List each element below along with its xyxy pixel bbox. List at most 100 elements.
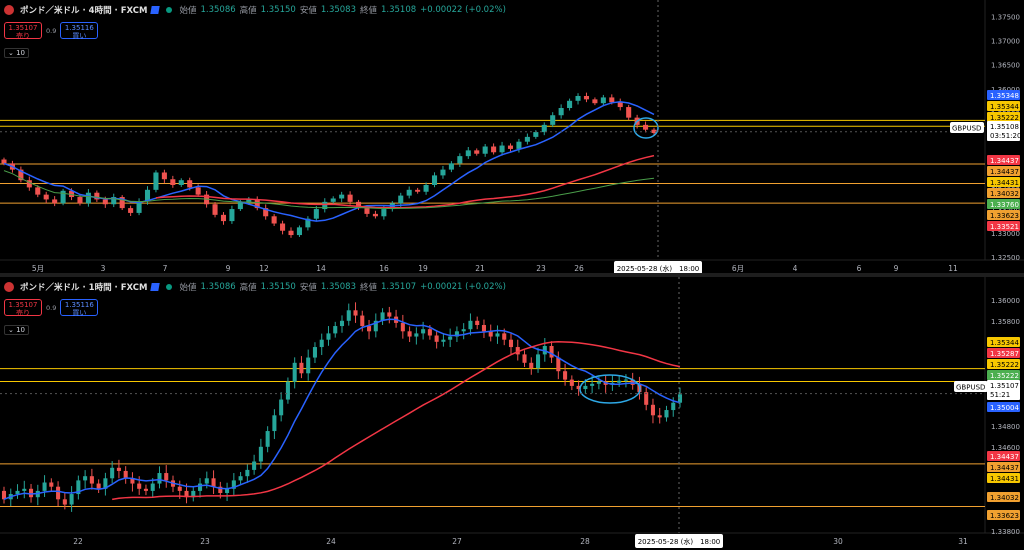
time-tick-label: 12 — [259, 264, 269, 273]
gbp-flag-icon — [4, 5, 14, 15]
price-tag-label: 1.34437 — [990, 168, 1019, 176]
candle-body — [258, 446, 263, 462]
candle-body — [623, 379, 628, 381]
price-tag — [987, 451, 1020, 461]
candle-body — [563, 371, 568, 380]
time-tick-label: 9 — [894, 264, 899, 273]
candle-body — [246, 199, 252, 202]
candle-body — [360, 315, 365, 327]
candle-body — [651, 129, 657, 134]
countdown-label: 51:21 — [990, 391, 1010, 399]
candle-body — [380, 312, 385, 321]
time-tick-label: 26 — [574, 264, 584, 273]
price-tag — [987, 359, 1020, 369]
sell-button[interactable]: 1.35107 売り — [4, 22, 42, 40]
candle-body — [52, 199, 58, 204]
price-tag-label: 1.35287 — [990, 350, 1019, 358]
price-tick-label: 1.37500 — [991, 14, 1020, 22]
sell-price: 1.35107 — [8, 301, 38, 309]
gbp-flag-icon — [4, 282, 14, 292]
candle-body — [110, 467, 115, 479]
time-tick-label: 6 — [857, 264, 862, 273]
candle-body — [184, 490, 189, 498]
candle-body — [415, 189, 421, 192]
volume-toggle[interactable]: ⌄ 10 — [4, 48, 30, 58]
crosshair-time-tag — [635, 534, 723, 548]
candle-body — [265, 431, 270, 447]
high-label: 高値 — [239, 6, 257, 16]
time-tick-label: 9 — [226, 264, 231, 273]
candle-body — [339, 320, 345, 327]
candle-body — [575, 95, 581, 101]
candle-body — [333, 326, 338, 334]
sell-label: 売り — [16, 309, 30, 317]
pane-divider[interactable] — [0, 273, 1024, 277]
candle-body — [143, 488, 148, 491]
chart-canvas-4h[interactable]: 1.375001.370001.365001.360001.355001.350… — [0, 0, 1024, 273]
price-tag-label: 1.34437 — [990, 453, 1019, 461]
price-tag-label: 1.35344 — [990, 103, 1019, 111]
close-label: 終値 — [359, 283, 377, 293]
symbol-badge-label: GBPUSD — [956, 384, 985, 392]
candle-body — [212, 204, 218, 215]
candle-body — [15, 490, 20, 495]
candle-body — [306, 357, 311, 374]
candle-body — [178, 180, 184, 186]
candle-body — [89, 476, 94, 484]
buy-button[interactable]: 1.35116 買い — [60, 299, 99, 317]
candle-body — [56, 486, 61, 500]
candle-body — [567, 100, 573, 109]
candle-body — [406, 189, 412, 196]
price-tag — [987, 370, 1020, 380]
candle-body — [381, 209, 387, 217]
candle-body — [367, 326, 372, 332]
candle-body — [218, 486, 223, 493]
chart-title[interactable]: ポンド／米ドル · 4時間 · FXCM — [20, 6, 148, 16]
chart-pane-1h[interactable]: 1.360001.358001.356001.354001.352001.350… — [0, 277, 1024, 550]
candle-body — [499, 145, 505, 153]
candle-body — [312, 347, 317, 358]
chart-title[interactable]: ポンド／米ドル · 1時間 · FXCM — [20, 283, 148, 293]
symbol-badge-label: GBPUSD — [952, 125, 981, 133]
candle-body — [119, 197, 125, 209]
price-tag-label: 1.35004 — [990, 404, 1019, 412]
volume-toggle[interactable]: ⌄ 10 — [4, 325, 30, 335]
trade-panel: 1.35107 売り 0.9 1.35116 買い — [4, 22, 99, 40]
candle-body — [195, 187, 201, 195]
time-tick-label: 16 — [379, 264, 389, 273]
price-tag-label: 1.33521 — [990, 223, 1019, 231]
price-tag — [987, 221, 1020, 231]
buy-button[interactable]: 1.35116 買い — [60, 22, 99, 40]
candle-body — [177, 486, 182, 491]
buy-price: 1.35116 — [64, 301, 94, 309]
price-tag — [987, 210, 1020, 220]
high-label: 高値 — [239, 283, 257, 293]
candle-body — [372, 213, 378, 217]
current-price-tag — [987, 121, 1020, 141]
price-tag — [987, 337, 1020, 347]
candle-body — [448, 163, 454, 170]
sell-button[interactable]: 1.35107 売り — [4, 299, 42, 317]
candle-body — [440, 169, 446, 176]
price-tag-label: 1.34437 — [990, 464, 1019, 472]
candle-body — [507, 145, 514, 149]
chart-canvas-1h[interactable]: 1.360001.358001.356001.354001.352001.350… — [0, 277, 1024, 550]
candle-body — [454, 331, 459, 337]
price-tag-label: 1.35222 — [990, 114, 1019, 122]
candle-body — [414, 333, 419, 337]
chart-pane-4h[interactable]: 1.375001.370001.365001.360001.355001.350… — [0, 0, 1024, 273]
candle-body — [305, 218, 311, 228]
symbol-badge — [954, 381, 988, 392]
sell-label: 売り — [16, 32, 30, 40]
candle-body — [592, 99, 598, 104]
time-tick-label: 22 — [73, 537, 83, 546]
candle-body — [238, 476, 243, 481]
candle-body — [319, 339, 324, 348]
price-tag — [987, 177, 1020, 187]
candle-body — [536, 354, 541, 369]
candle-body — [164, 473, 169, 481]
candle-body — [617, 102, 623, 108]
time-tick-label: 24 — [326, 537, 336, 546]
price-tag-label: 1.34032 — [990, 494, 1019, 502]
candle-body — [153, 172, 159, 190]
